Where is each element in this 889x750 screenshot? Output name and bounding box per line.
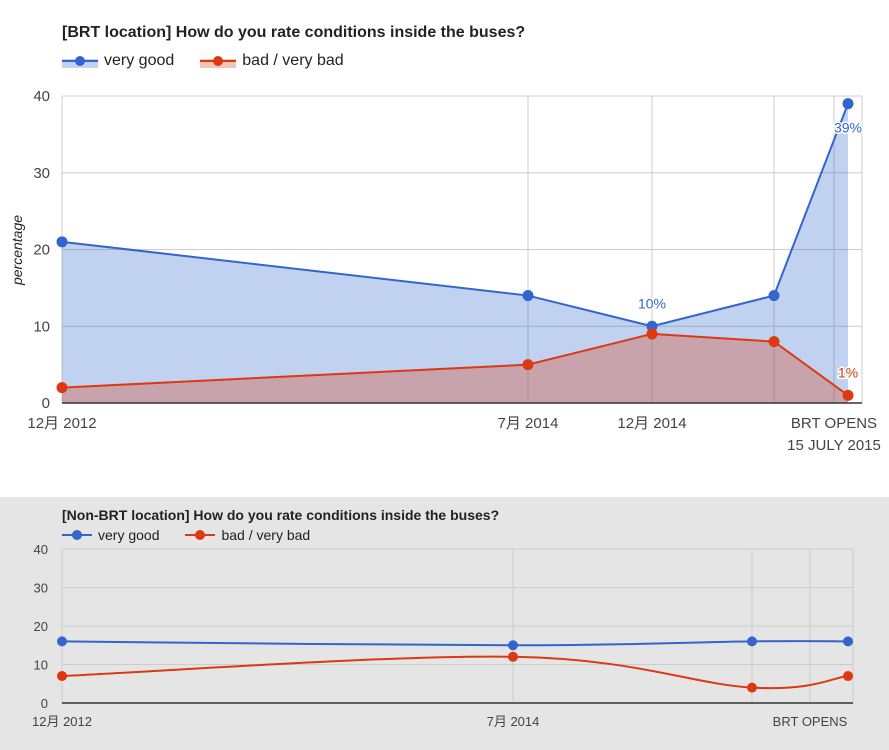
data-point (522, 290, 534, 302)
data-point (646, 328, 658, 340)
legend-marker-very-good (62, 56, 98, 68)
x-tick-label: 12月 2014 (617, 415, 686, 432)
brt-chart-title: [BRT location] How do you rate condition… (62, 24, 526, 41)
legend-item-bad-2[interactable]: bad / very bad (185, 527, 310, 543)
y-tick-label: 40 (34, 542, 48, 557)
non-brt-line-chart: 0 10 20 30 40 12月 2012 7月 2014 BRT OPENS (32, 542, 854, 729)
data-point (843, 671, 853, 682)
data-label: 10% (638, 295, 666, 311)
data-point (768, 336, 780, 348)
series-line (61, 640, 849, 647)
data-point (508, 651, 518, 662)
y-tick-label: 40 (33, 88, 50, 105)
x-tick-label: 7月 2014 (498, 415, 559, 432)
legend-marker-very-good-2 (62, 530, 92, 540)
data-point (768, 290, 780, 302)
data-label: 39% (834, 120, 862, 136)
legend-label-bad: bad / very bad (242, 52, 344, 69)
x-tick-label: 12月 2012 (32, 714, 92, 729)
y-tick-label: 10 (33, 318, 50, 335)
y-tick-label: 30 (34, 581, 48, 596)
non-brt-chart-panel: 0 10 20 30 40 12月 2012 7月 2014 BRT OPENS [Non-B… (0, 497, 889, 750)
brt-area-chart: 0 10 20 30 40 12月 2012 7月 2014 12月 2014 BRT OPEN… (9, 88, 881, 454)
y-tick-label: 30 (33, 165, 50, 182)
data-point (747, 682, 757, 693)
legend-marker-bad (200, 56, 237, 68)
data-point (57, 636, 67, 647)
x-tick-label-line2: 15 JULY 2015 (787, 437, 881, 454)
data-point (522, 359, 534, 371)
data-point (842, 389, 854, 401)
y-tick-label: 20 (33, 242, 50, 259)
non-brt-chart-title: [Non-BRT location] How do you rate condi… (62, 507, 500, 523)
legend-item-very-good-2[interactable]: very good (62, 527, 159, 543)
non-brt-chart-legend: very good bad / very bad (62, 527, 336, 543)
data-point (842, 98, 854, 110)
legend-label-very-good-2: very good (98, 527, 160, 543)
y-tick-label: 20 (34, 619, 48, 634)
data-point (57, 671, 67, 682)
legend-item-very-good[interactable]: very good (62, 52, 174, 70)
x-tick-label: 7月 2014 (487, 714, 540, 729)
data-point (747, 636, 757, 647)
x-tick-label: BRT OPENS (791, 415, 877, 432)
y-tick-label: 0 (42, 395, 50, 412)
x-tick-label: BRT OPENS (773, 714, 848, 729)
brt-chart-panel: 0 10 20 30 40 12月 2012 7月 2014 12月 2014 BRT OPEN… (9, 24, 881, 454)
legend-item-bad[interactable]: bad / very bad (200, 52, 344, 70)
series-line (61, 655, 849, 690)
data-point (56, 382, 68, 394)
legend-label-bad-2: bad / very bad (221, 527, 311, 543)
data-point (843, 636, 853, 647)
data-point (56, 236, 68, 248)
y-tick-label: 0 (41, 696, 48, 711)
legend-marker-bad-2 (185, 530, 216, 540)
y-axis-label: percentage (9, 215, 25, 286)
data-point (646, 320, 658, 332)
brt-chart-legend: very good bad / very bad (62, 52, 370, 70)
data-label: 1% (838, 364, 858, 380)
data-point (508, 640, 518, 651)
x-tick-label: 12月 2012 (27, 415, 96, 432)
legend-label-very-good: very good (104, 52, 175, 69)
y-tick-label: 10 (34, 658, 48, 673)
